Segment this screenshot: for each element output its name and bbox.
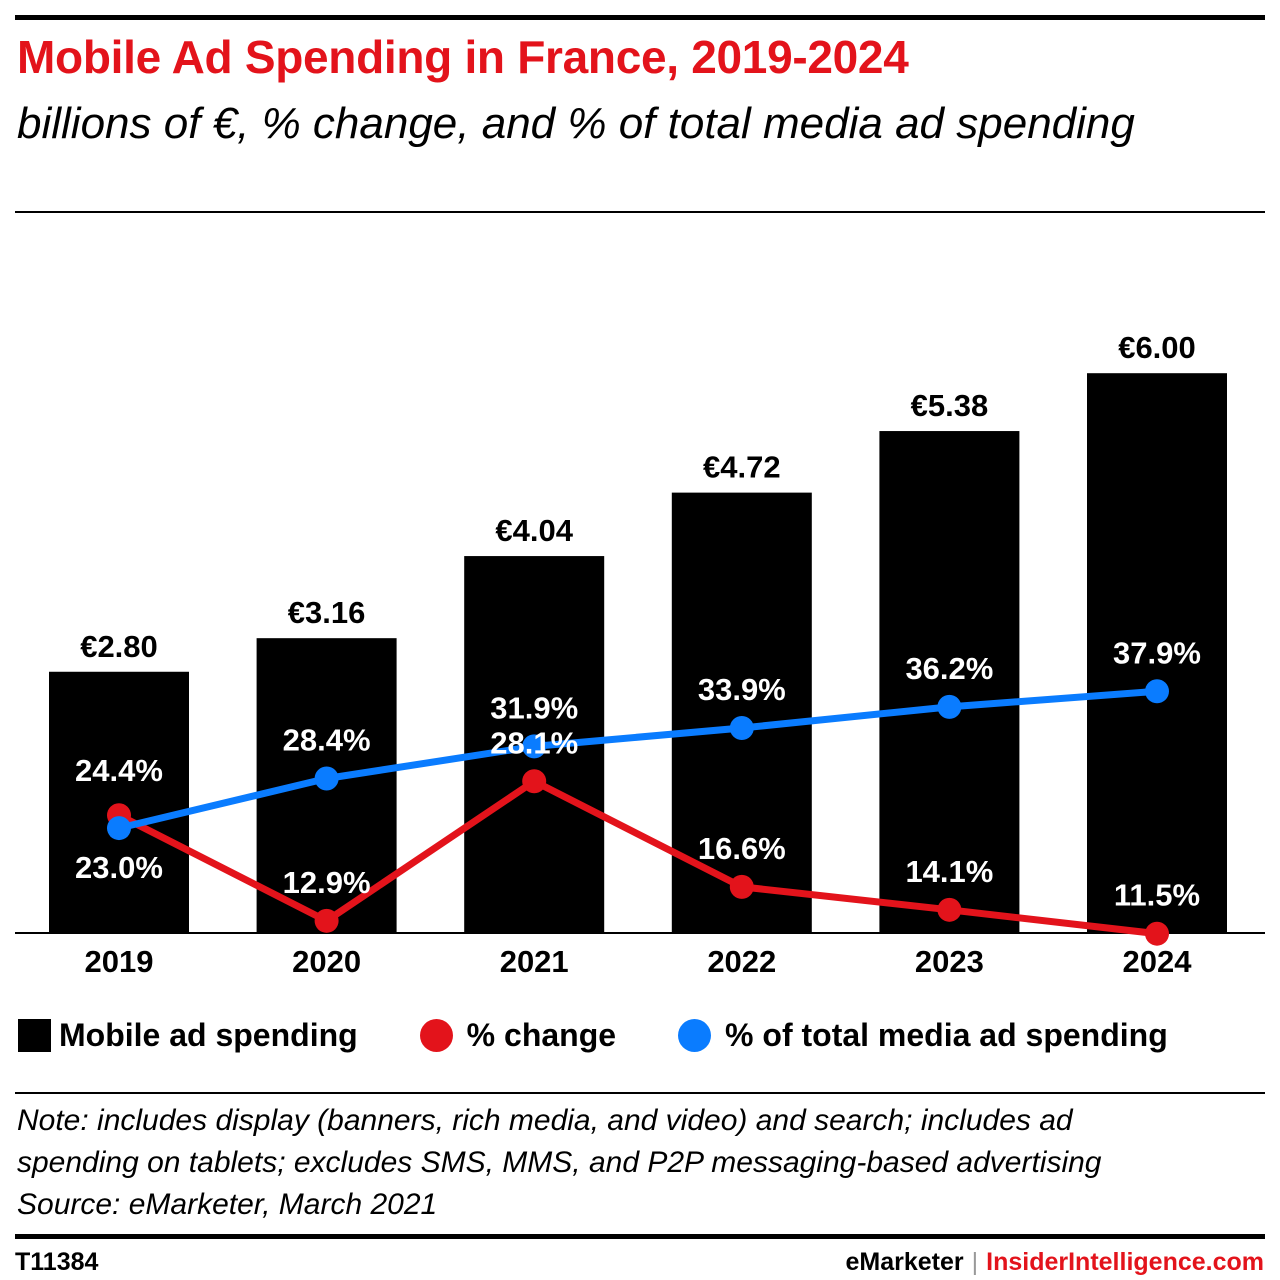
legend-label: Mobile ad spending bbox=[59, 1016, 358, 1053]
bar-series-mobile-ad-spending bbox=[49, 373, 1227, 933]
line-series-percent-of-total bbox=[107, 679, 1169, 841]
bar-2022 bbox=[671, 492, 812, 933]
header-divider bbox=[15, 211, 1265, 213]
brand-separator: | bbox=[971, 1248, 979, 1276]
point-percent-change bbox=[1145, 921, 1169, 946]
percent-of-total-label: 36.2% bbox=[905, 651, 993, 686]
percent-of-total-label: 37.9% bbox=[1113, 635, 1201, 670]
line-percent-of-total bbox=[118, 687, 1158, 832]
x-tick-label: 2022 bbox=[707, 944, 776, 979]
point-percent-of-total bbox=[314, 766, 339, 791]
notes-divider bbox=[15, 1092, 1265, 1094]
point-percent-of-total bbox=[107, 816, 131, 841]
bar-value-label: €5.38 bbox=[911, 388, 989, 423]
footer-brand: eMarketer | InsiderIntelligence.com bbox=[846, 1248, 1265, 1277]
bar-value-label: €3.16 bbox=[288, 595, 366, 630]
bar-2019 bbox=[49, 671, 189, 933]
point-percent-of-total bbox=[522, 734, 547, 759]
bottom-rule bbox=[15, 1234, 1265, 1239]
percent-change-label: 11.5% bbox=[1114, 878, 1200, 913]
bar-2023 bbox=[879, 431, 1020, 933]
legend-swatch-blue-dot bbox=[678, 1018, 712, 1052]
chart-plot: 2019 2020 2021 2022 2023 2024 €2.80 €3.16 €4.04… bbox=[15, 330, 1265, 979]
point-percent-change bbox=[522, 769, 547, 794]
brand-emarketer: eMarketer bbox=[845, 1248, 964, 1276]
x-tick-label: 2021 bbox=[500, 944, 569, 979]
percent-change-label: 28.1% bbox=[490, 725, 578, 760]
point-percent-change bbox=[729, 874, 754, 899]
line-percent-change bbox=[117, 777, 1158, 938]
legend-item-percent-of-total: % of total media ad spending bbox=[678, 1017, 1168, 1054]
percent-change-label: 24.4% bbox=[75, 753, 163, 788]
legend-label: % of total media ad spending bbox=[725, 1016, 1168, 1053]
percent-of-total-label: 23.0% bbox=[75, 850, 163, 885]
bar-value-label: €6.00 bbox=[1118, 330, 1196, 365]
note-line-2: spending on tablets; excludes SMS, MMS, … bbox=[17, 1146, 1102, 1179]
legend-label: % change bbox=[466, 1016, 617, 1053]
percent-change-label: 12.9% bbox=[283, 865, 371, 900]
brand-insider-intelligence: InsiderIntelligence.com bbox=[986, 1248, 1264, 1276]
source-line: Source: eMarketer, March 2021 bbox=[17, 1188, 438, 1221]
legend-item-mobile-ad-spending: Mobile ad spending bbox=[18, 1017, 358, 1054]
chart-title: Mobile Ad Spending in France, 2019-2024 bbox=[17, 31, 909, 83]
percent-of-total-label: 33.9% bbox=[698, 672, 786, 707]
point-percent-of-total bbox=[729, 715, 754, 740]
percent-of-total-label: 28.4% bbox=[283, 723, 371, 758]
legend-item-percent-change: % change bbox=[419, 1016, 617, 1054]
bar-2024 bbox=[1087, 373, 1227, 933]
legend-swatch-red-dot bbox=[419, 1018, 453, 1052]
legend: Mobile ad spending % change % of total m… bbox=[18, 1012, 1168, 1058]
percent-change-label: 14.1% bbox=[905, 854, 993, 889]
percent-of-total-label: 31.9% bbox=[490, 690, 578, 725]
x-tick-label: 2019 bbox=[85, 944, 154, 979]
bar-value-label: €4.72 bbox=[703, 450, 781, 485]
x-tick-label: 2020 bbox=[292, 944, 361, 979]
top-rule bbox=[15, 15, 1265, 20]
percent-change-label: 16.6% bbox=[698, 831, 786, 866]
legend-swatch-bar bbox=[18, 1018, 51, 1052]
point-percent-of-total bbox=[1145, 679, 1169, 704]
bar-value-label: €2.80 bbox=[80, 629, 158, 664]
point-percent-change bbox=[937, 897, 962, 922]
point-percent-of-total bbox=[937, 694, 962, 719]
x-tick-label: 2024 bbox=[1123, 944, 1193, 979]
notes: Note: includes display (banners, rich me… bbox=[17, 1100, 1272, 1226]
bar-value-label: €4.04 bbox=[495, 513, 573, 548]
data-labels: €2.80 €3.16 €4.04 €4.72 €5.38 €6.00 24.4% 23.0%… bbox=[75, 330, 1201, 912]
note-line-1: Note: includes display (banners, rich me… bbox=[17, 1104, 1073, 1137]
chart-subtitle: billions of €, % change, and % of total … bbox=[17, 99, 1135, 148]
x-tick-label: 2023 bbox=[915, 944, 984, 979]
chart-id: T11384 bbox=[15, 1248, 99, 1276]
x-axis-tick-labels: 2019 2020 2021 2022 2023 2024 bbox=[85, 944, 1193, 979]
point-percent-change bbox=[314, 908, 339, 933]
